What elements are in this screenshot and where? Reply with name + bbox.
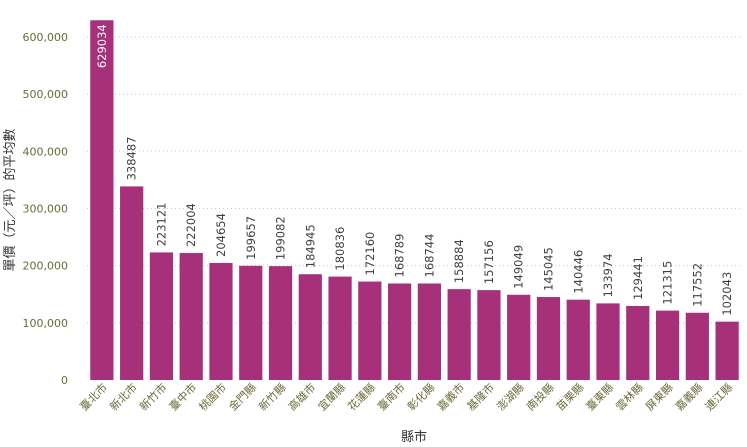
x-tick-label: 新北市 — [107, 380, 140, 413]
y-tick-label: 200,000 — [23, 260, 69, 273]
data-label: 121315 — [661, 261, 675, 305]
bar — [328, 276, 352, 380]
data-labels: 629034 338487 223121 222004 204654 199657 1990… — [95, 24, 734, 315]
x-tick-label: 金門縣 — [226, 380, 259, 413]
x-axis-ticks: 臺北市新北市新竹市臺中市桃園市金門縣新竹縣高雄市宜蘭縣花蓮縣臺南市彰化縣嘉義市基… — [77, 380, 735, 413]
bar — [417, 283, 441, 380]
data-label: 629034 — [95, 24, 109, 68]
data-label: 199657 — [244, 216, 258, 260]
bar — [388, 283, 412, 380]
data-label: 117552 — [690, 263, 704, 307]
x-tick-label: 新竹縣 — [255, 380, 288, 413]
bar — [715, 321, 739, 380]
x-tick-label: 屏東縣 — [643, 381, 676, 414]
data-label: 157156 — [482, 240, 496, 284]
x-tick-label: 基隆市 — [464, 380, 497, 413]
data-label: 129441 — [631, 256, 645, 300]
y-tick-label: 100,000 — [23, 317, 69, 330]
data-label: 168789 — [393, 234, 407, 278]
data-label: 204654 — [214, 213, 228, 257]
x-tick-label: 連江縣 — [702, 380, 735, 413]
bar — [268, 266, 293, 380]
bar — [477, 290, 501, 380]
y-axis-title: 單價（元／坪）的平均數 — [2, 128, 18, 271]
data-label: 199082 — [274, 216, 288, 260]
x-tick-label: 臺南市 — [375, 380, 408, 413]
x-tick-label: 南投縣 — [523, 380, 556, 413]
bar — [536, 297, 561, 380]
bar — [358, 281, 382, 380]
y-tick-label: 300,000 — [23, 202, 69, 215]
x-tick-label: 彰化縣 — [404, 380, 437, 413]
bars — [90, 20, 739, 381]
bar — [507, 294, 531, 380]
data-label: 223121 — [154, 202, 168, 246]
x-axis-title: 縣市 — [401, 429, 427, 445]
x-tick-label: 新竹市 — [136, 380, 169, 413]
bar — [90, 20, 114, 381]
data-label: 338487 — [125, 137, 139, 181]
data-label: 158884 — [452, 239, 466, 283]
y-tick-label: 400,000 — [23, 145, 69, 158]
x-tick-label: 桃園市 — [196, 380, 229, 413]
x-tick-label: 臺中市 — [166, 380, 199, 413]
bar — [626, 305, 650, 380]
bar — [149, 252, 174, 380]
bar — [239, 265, 263, 380]
x-tick-label: 嘉義縣 — [672, 380, 705, 413]
x-tick-label: 花蓮縣 — [345, 380, 378, 413]
data-label: 184945 — [303, 224, 317, 268]
x-tick-label: 雲林縣 — [613, 380, 646, 413]
y-axis-ticks: 0 100,000 200,000 300,000 400,000 500,000 600,… — [23, 31, 69, 387]
y-tick-label: 500,000 — [23, 88, 69, 101]
bar — [298, 274, 322, 380]
data-label: 140446 — [571, 250, 585, 294]
data-label: 172160 — [363, 232, 377, 276]
data-label: 168744 — [422, 234, 436, 278]
bar — [447, 289, 471, 380]
y-tick-label: 600,000 — [23, 31, 69, 44]
x-tick-label: 澎湖縣 — [494, 381, 527, 414]
x-tick-label: 臺北市 — [77, 380, 110, 413]
x-tick-label: 臺東縣 — [583, 380, 616, 413]
data-label: 145045 — [541, 247, 555, 291]
data-label: 133974 — [601, 253, 615, 297]
x-tick-label: 苗栗縣 — [554, 381, 587, 414]
bar — [596, 303, 620, 380]
x-tick-label: 高雄市 — [285, 380, 318, 413]
bar — [179, 253, 203, 380]
bar — [120, 186, 144, 380]
data-label: 222004 — [184, 203, 198, 247]
data-label: 180836 — [333, 227, 347, 271]
x-tick-label: 宜蘭縣 — [315, 380, 348, 413]
data-label: 149049 — [512, 245, 526, 289]
y-tick-label: 0 — [61, 374, 68, 387]
bar — [685, 312, 709, 380]
x-tick-label: 嘉義市 — [434, 380, 467, 413]
bar — [566, 299, 590, 380]
bar — [655, 310, 680, 380]
bar — [209, 262, 233, 380]
data-label: 102043 — [720, 272, 734, 316]
